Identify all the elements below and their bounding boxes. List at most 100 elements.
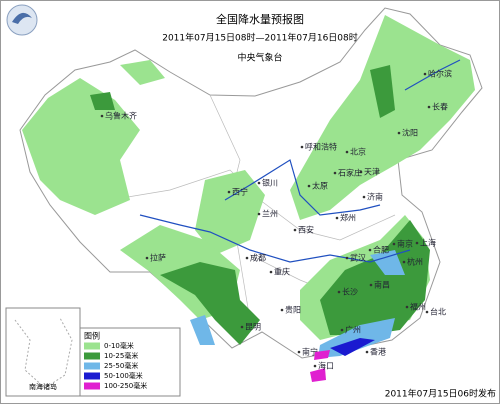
city-label: 成都 bbox=[250, 253, 266, 263]
inset-boundary bbox=[14, 317, 73, 389]
city-label: 合肥 bbox=[373, 245, 389, 255]
rain-100-250 bbox=[310, 368, 326, 382]
city-dot bbox=[365, 350, 369, 354]
city-label: 沈阳 bbox=[402, 128, 418, 138]
city-dot bbox=[269, 270, 273, 274]
city-dot bbox=[313, 364, 317, 368]
city-label: 海口 bbox=[318, 361, 334, 371]
city-label: 西安 bbox=[298, 225, 314, 235]
rain-50-100 bbox=[330, 338, 375, 356]
rain-25-50 bbox=[370, 250, 405, 275]
city-dot bbox=[359, 170, 363, 174]
logo-mark bbox=[12, 12, 32, 24]
map-title: 全国降水量预报图 bbox=[216, 12, 304, 26]
city-dot bbox=[280, 308, 284, 312]
city-label: 南京 bbox=[397, 239, 413, 249]
city-label: 天津 bbox=[364, 167, 380, 177]
legend-label: 100-250毫米 bbox=[104, 381, 147, 390]
city-label: 乌鲁木齐 bbox=[105, 111, 137, 121]
city-dot bbox=[307, 184, 311, 188]
city-label: 贵阳 bbox=[285, 305, 301, 315]
city-dot bbox=[257, 181, 261, 185]
city-label: 武汉 bbox=[350, 253, 366, 263]
city-label: 上海 bbox=[420, 238, 436, 248]
city-dot bbox=[245, 256, 249, 260]
city-label: 兰州 bbox=[262, 209, 278, 219]
legend-label: 50-100毫米 bbox=[104, 371, 143, 380]
city-label: 台北 bbox=[430, 307, 446, 317]
logo bbox=[6, 4, 38, 36]
city-label: 郑州 bbox=[340, 213, 356, 223]
inset-label: 南海诸岛 bbox=[29, 382, 57, 391]
legend-swatch bbox=[84, 352, 100, 360]
city-dot bbox=[415, 241, 419, 245]
city-dot bbox=[368, 248, 372, 252]
rain-10-25 bbox=[320, 220, 430, 335]
city-dot bbox=[402, 260, 406, 264]
city-dot bbox=[392, 242, 396, 246]
forecast-period: 2011年07月15日08时—2011年07月16日08时 bbox=[162, 32, 358, 44]
city-label: 银川 bbox=[262, 178, 278, 188]
city-dot bbox=[425, 310, 429, 314]
legend-title: 图例 bbox=[84, 331, 100, 341]
south-sea-inset bbox=[5, 307, 81, 397]
city-label: 南宁 bbox=[302, 347, 318, 357]
city-label: 长沙 bbox=[342, 287, 358, 297]
city-label: 香港 bbox=[370, 347, 386, 357]
city-dot bbox=[345, 150, 349, 154]
city-label: 北京 bbox=[350, 147, 366, 157]
city-label: 福州 bbox=[410, 303, 426, 312]
city-dot bbox=[427, 105, 431, 109]
city-label: 呼和浩特 bbox=[305, 142, 337, 152]
city-dot bbox=[362, 195, 366, 199]
city-label: 昆明 bbox=[245, 323, 261, 332]
legend-swatch bbox=[84, 372, 100, 380]
legend-label: 0-10毫米 bbox=[104, 341, 134, 350]
rain-0-10 bbox=[120, 60, 165, 85]
rain-10-25 bbox=[160, 262, 260, 345]
city-dot bbox=[240, 325, 244, 329]
city-dot bbox=[423, 72, 427, 76]
city-dot bbox=[340, 328, 344, 332]
legend-swatch bbox=[84, 362, 100, 370]
agency: 中央气象台 bbox=[237, 52, 282, 64]
rain-areas bbox=[22, 15, 475, 382]
rain-0-10 bbox=[290, 15, 475, 220]
rain-0-10 bbox=[22, 78, 140, 215]
city-dot bbox=[227, 190, 231, 194]
city-dot bbox=[145, 256, 149, 260]
city-label: 济南 bbox=[367, 192, 383, 202]
city-label: 哈尔滨 bbox=[428, 69, 452, 79]
legend-label: 10-25毫米 bbox=[104, 351, 138, 360]
city-dot bbox=[293, 228, 297, 232]
issued-time: 2011年07月15日06时发布 bbox=[385, 388, 496, 400]
rivers bbox=[139, 59, 461, 263]
city-dot bbox=[405, 305, 409, 309]
city-dot bbox=[337, 290, 341, 294]
city-label: 石家庄 bbox=[338, 168, 362, 178]
city-dot bbox=[345, 256, 349, 260]
rain-10-25 bbox=[90, 92, 115, 110]
city-dot bbox=[369, 283, 373, 287]
city-dot bbox=[297, 350, 301, 354]
rain-10-25 bbox=[370, 65, 395, 118]
city-dot bbox=[397, 131, 401, 135]
city-label: 拉萨 bbox=[150, 253, 166, 263]
city-dot bbox=[300, 145, 304, 149]
city-label: 西宁 bbox=[232, 187, 248, 197]
rain-100-250 bbox=[314, 350, 330, 360]
city-dot bbox=[335, 216, 339, 220]
rain-25-50 bbox=[190, 315, 215, 345]
legend-swatch bbox=[84, 382, 100, 390]
city-dot bbox=[333, 171, 337, 175]
city-dot bbox=[100, 114, 104, 118]
city-label: 长春 bbox=[432, 102, 448, 112]
city-dot bbox=[257, 212, 261, 216]
legend-swatch bbox=[84, 342, 100, 350]
city-label: 太原 bbox=[312, 181, 328, 191]
city-label: 南昌 bbox=[374, 280, 390, 290]
